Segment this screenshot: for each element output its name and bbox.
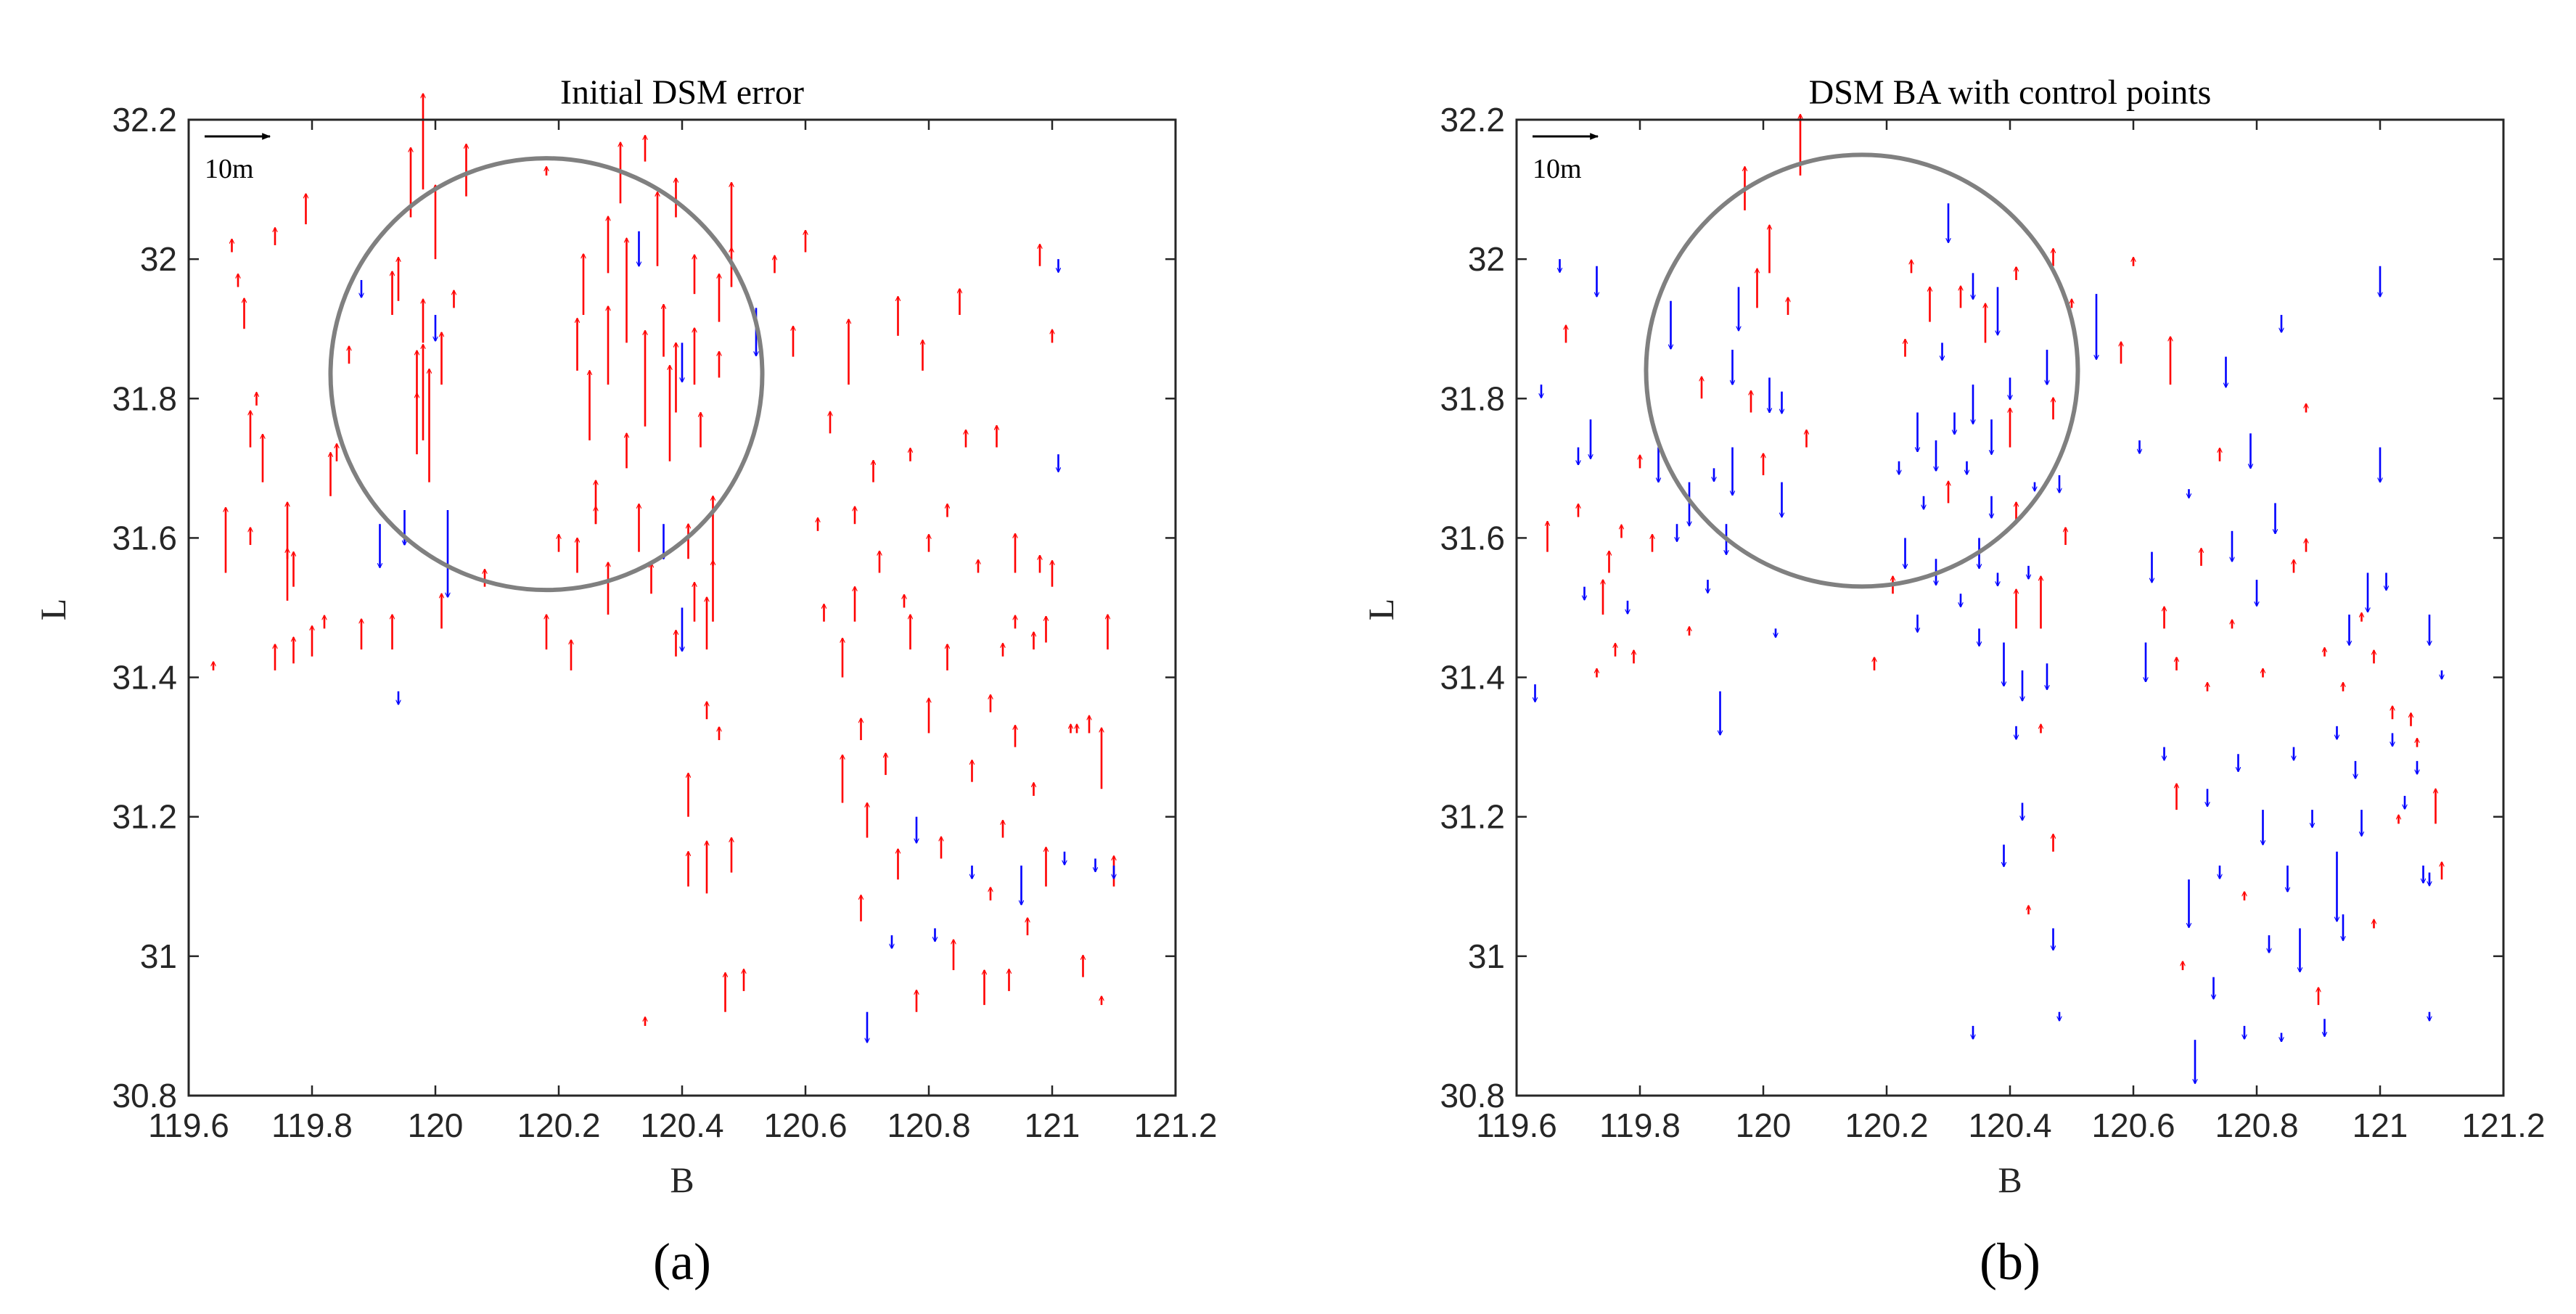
x-tick-label: 120.4 [640,1106,723,1144]
panel-b: 119.6 119.8 120 120.2 120.4 120.6 120.8 121 121.… [1361,73,2546,1291]
panel-a-vectors [213,94,1114,1043]
x-tick-label: 119.8 [271,1106,353,1144]
x-tick-label: 121.2 [1133,1106,1217,1144]
panel-a-label: (a) [653,1233,711,1291]
panel-a-xlabel: B [670,1159,694,1200]
panel-a-ylabel: L [33,599,73,621]
y-tick-label: 30.8 [1440,1077,1505,1114]
x-tick-label: 121.2 [2461,1106,2545,1144]
panel-b-scale-label: 10m [1533,154,1582,184]
x-tick-label: 120.6 [763,1106,847,1144]
panel-b-circle [1644,152,2080,589]
x-tick-label: 121 [1025,1106,1080,1144]
x-tick-label: 120 [408,1106,464,1144]
y-tick-label: 31.8 [112,379,177,417]
highlight-circle [1644,152,2080,589]
panel-a-circle [328,156,765,593]
x-tick-label: 120 [1736,1106,1792,1144]
panel-b-title: DSM BA with control points [1809,73,2212,112]
y-tick-label: 31.4 [112,659,177,697]
panel-a-scale-label: 10m [205,154,254,184]
y-tick-label: 32 [140,240,177,278]
x-tick-label: 121 [2353,1106,2408,1144]
y-tick-label: 30.8 [112,1077,177,1114]
x-tick-label: 120.8 [2215,1106,2298,1144]
panel-a-ticks: 119.6 119.8 120 120.2 120.4 120.6 120.8 121 121.… [112,101,1217,1144]
x-tick-label: 120.4 [1968,1106,2051,1144]
y-tick-label: 32.2 [112,101,177,139]
x-tick-label: 119.6 [1476,1106,1557,1144]
x-tick-label: 120.8 [887,1106,970,1144]
x-tick-label: 120.2 [1845,1106,1928,1144]
panel-b-axes-box [1515,118,2505,1097]
y-tick-label: 31.4 [1440,659,1505,697]
panel-a-title: Initial DSM error [560,73,804,112]
panel-a: 119.6 119.8 120 120.2 120.4 120.6 120.8 121 121.… [33,73,1218,1291]
panel-b-ticks: 119.6 119.8 120 120.2 120.4 120.6 120.8 121 121.… [1440,101,2545,1144]
y-tick-label: 32.2 [1440,101,1505,139]
y-tick-label: 31.6 [112,519,177,557]
x-tick-label: 120.2 [517,1106,600,1144]
panel-b-xlabel: B [1998,1159,2022,1200]
y-tick-label: 31 [140,937,177,975]
x-tick-label: 119.6 [148,1106,229,1144]
x-tick-label: 120.6 [2091,1106,2175,1144]
y-tick-label: 31 [1468,937,1505,975]
y-tick-label: 31.2 [1440,798,1505,836]
y-tick-label: 32 [1468,240,1505,278]
panel-b-ylabel: L [1361,599,1401,621]
panel-b-vectors [1535,115,2442,1083]
y-tick-label: 31.2 [112,798,177,836]
y-tick-label: 31.6 [1440,519,1505,557]
y-tick-label: 31.8 [1440,379,1505,417]
panel-b-label: (b) [1980,1233,2040,1291]
x-tick-label: 119.8 [1599,1106,1681,1144]
highlight-circle [328,156,765,593]
